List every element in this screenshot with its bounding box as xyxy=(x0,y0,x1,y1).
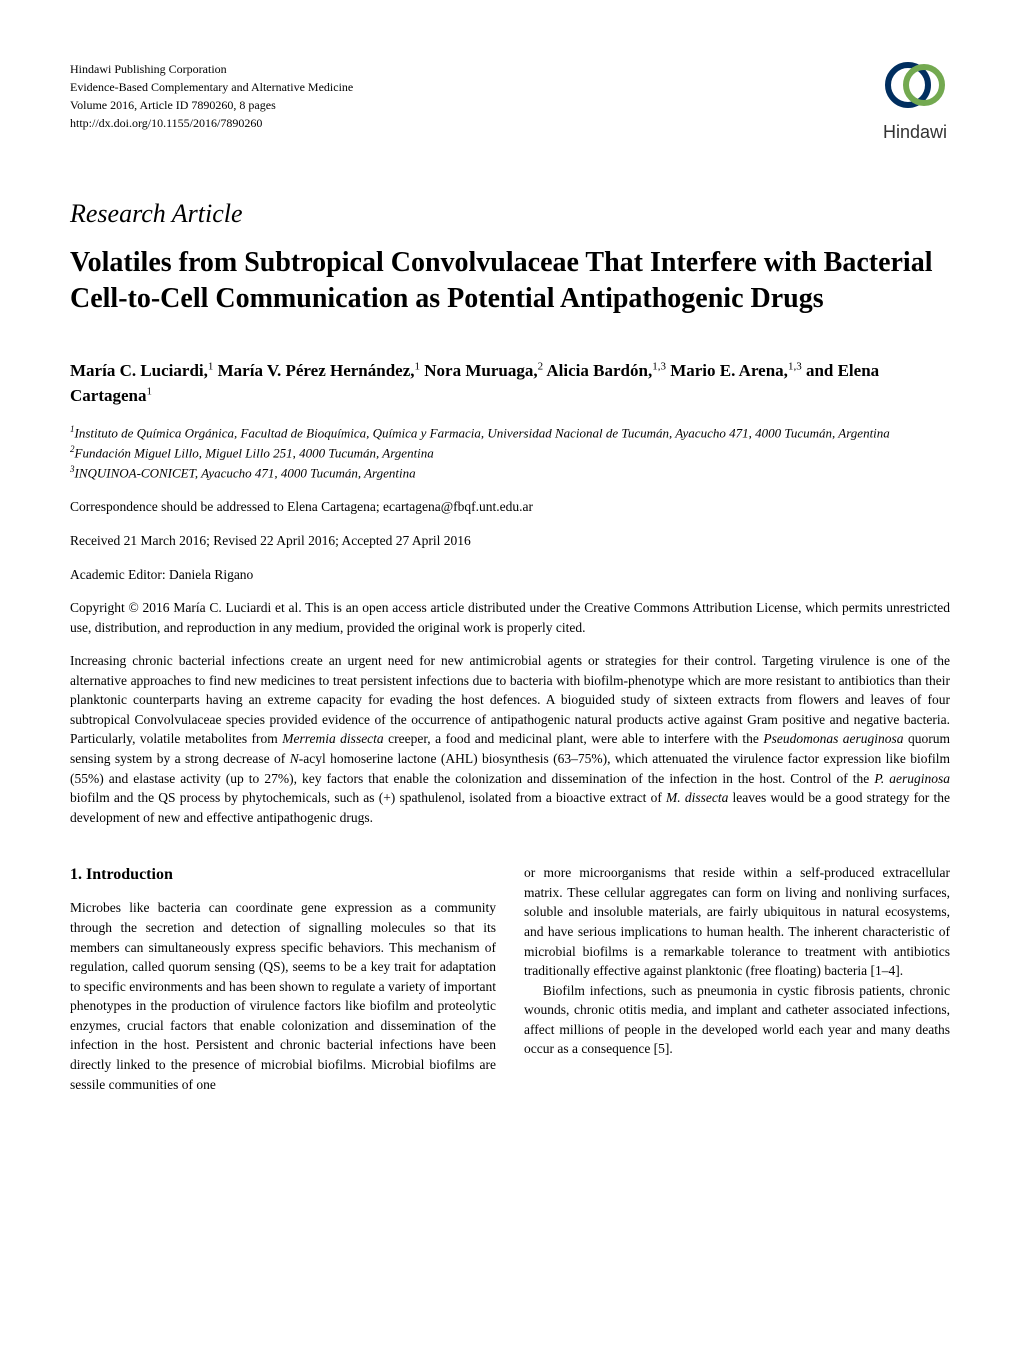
correspondence: Correspondence should be addressed to El… xyxy=(70,497,950,517)
hindawi-logo-icon xyxy=(880,60,950,110)
volume-info: Volume 2016, Article ID 7890260, 8 pages xyxy=(70,96,353,114)
publisher-line: Hindawi Publishing Corporation xyxy=(70,60,353,78)
body-columns: 1. Introduction Microbes like bacteria c… xyxy=(70,863,950,1094)
intro-paragraph-2: Biofilm infections, such as pneumonia in… xyxy=(524,981,950,1059)
publisher-info: Hindawi Publishing Corporation Evidence-… xyxy=(70,60,353,132)
column-right: or more microorganisms that reside withi… xyxy=(524,863,950,1094)
doi-url: http://dx.doi.org/10.1155/2016/7890260 xyxy=(70,114,353,132)
copyright-notice: Copyright © 2016 María C. Luciardi et al… xyxy=(70,598,950,637)
publisher-logo: Hindawi xyxy=(880,60,950,145)
journal-name: Evidence-Based Complementary and Alterna… xyxy=(70,78,353,96)
publisher-logo-text: Hindawi xyxy=(880,119,950,145)
section-heading: 1. Introduction xyxy=(70,863,496,886)
header-row: Hindawi Publishing Corporation Evidence-… xyxy=(70,60,950,145)
academic-editor: Academic Editor: Daniela Rigano xyxy=(70,565,950,585)
article-type: Research Article xyxy=(70,195,950,233)
intro-paragraph-1: Microbes like bacteria can coordinate ge… xyxy=(70,898,496,1094)
abstract: Increasing chronic bacterial infections … xyxy=(70,651,950,827)
authors: María C. Luciardi,1 María V. Pérez Herná… xyxy=(70,358,950,409)
intro-paragraph-1-cont: or more microorganisms that reside withi… xyxy=(524,863,950,980)
affiliations: 1Instituto de Química Orgánica, Facultad… xyxy=(70,423,950,484)
affiliation-2: 2Fundación Miguel Lillo, Miguel Lillo 25… xyxy=(70,443,950,463)
column-left: 1. Introduction Microbes like bacteria c… xyxy=(70,863,496,1094)
affiliation-3: 3INQUINOA-CONICET, Ayacucho 471, 4000 Tu… xyxy=(70,463,950,483)
affiliation-1: 1Instituto de Química Orgánica, Facultad… xyxy=(70,423,950,443)
article-title: Volatiles from Subtropical Convolvulacea… xyxy=(70,245,950,318)
article-dates: Received 21 March 2016; Revised 22 April… xyxy=(70,531,950,551)
